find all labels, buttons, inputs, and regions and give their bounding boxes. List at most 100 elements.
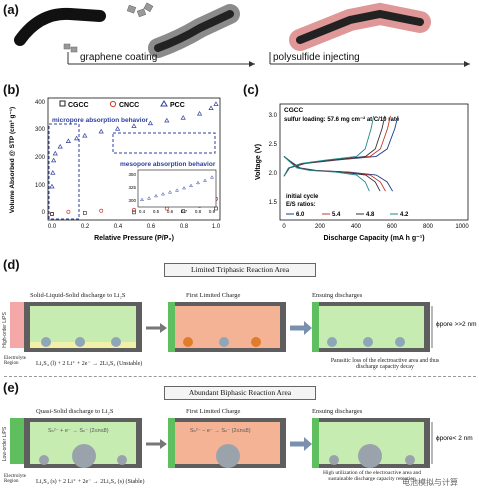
legend-cncc: CNCC: [119, 102, 139, 109]
panel-b-chart: 0 100 200 300 400 0.0 0.2 0.4 0.6 0.8 1.…: [9, 97, 221, 242]
e-side-label: Low-order LiPS: [2, 426, 8, 461]
inset-point: [203, 178, 207, 182]
b-ytick-100: 100: [35, 183, 46, 189]
d-reaction: Li₂S₄ (l) + 2 Li⁺ + 2e⁻ → 2Li₂S₂ (Unstab…: [36, 361, 143, 367]
inset-point: [147, 196, 151, 200]
inset-point: [175, 188, 179, 192]
svg-text:0.5: 0.5: [153, 209, 160, 214]
svg-text:400: 400: [351, 224, 362, 230]
b-xtick-0: 0.0: [48, 224, 57, 230]
d-note: Parasitic loss of the electroactive area…: [330, 358, 440, 370]
svg-text:350: 350: [128, 172, 136, 177]
discharge-curve-6.0: [283, 156, 393, 192]
cncc-point: [132, 207, 136, 212]
b-meso-annotation: mesopore absorption behavior: [120, 161, 216, 168]
svg-text:0.9: 0.9: [209, 209, 216, 214]
c-ytick-3.0: 3.0: [269, 113, 278, 119]
inset-point: [182, 186, 186, 190]
d-pore: ϕpore >>2 nm: [436, 321, 477, 328]
b-ytick-200: 200: [35, 155, 46, 161]
b-xtick-5: 1.0: [212, 224, 221, 230]
legend-pcc: PCC: [170, 102, 185, 109]
inset-point: [196, 180, 200, 185]
pcc-point: [131, 123, 137, 128]
step-polysulfide-injecting: polysulfide injecting: [273, 52, 360, 63]
inset-point: [168, 190, 172, 194]
pcc-point: [82, 132, 88, 138]
b-xlabel: Relative Pressure (P/P₀): [94, 235, 174, 242]
b-ylabel: Volume Absorbed @ STP (cm³ g⁻¹): [9, 107, 16, 213]
d-col2-title: First Limited Charge: [186, 292, 241, 299]
cgcc-point: [83, 211, 87, 215]
pcc-point: [213, 101, 219, 106]
c-ratio-4.8: 4.8: [366, 212, 375, 218]
inset-point: [154, 193, 158, 198]
e-col2-title: First Limited Charge: [186, 408, 241, 415]
e-diagram: Sₙ²⁻ + e⁻ → Sₙ⁻ (2≤n≤8) Low-order LiPS S…: [2, 418, 473, 468]
d-side-label: High-order LiPS: [2, 312, 8, 348]
graphene-flakes: [63, 2, 154, 53]
b-ytick-300: 300: [35, 127, 46, 133]
svg-text:0.6: 0.6: [167, 209, 174, 214]
c-ratio-4.2: 4.2: [400, 212, 409, 218]
d-electrolyte: Electrolyte Region: [4, 356, 26, 366]
e-pore: ϕpore< 2 nm: [436, 435, 473, 442]
b-ytick-0: 0: [42, 210, 46, 216]
charge-curve-6.0: [283, 115, 399, 177]
c-subtitle: sulfur loading: 57.6 mg cm⁻² at C/10 rat…: [284, 116, 400, 123]
inset-point: [189, 183, 193, 187]
c-title: CGCC: [284, 107, 303, 114]
svg-text:800: 800: [423, 224, 434, 230]
e-reaction: Li₂S₄ (s) + 2 Li⁺ + 2e⁻ → 2Li₂S₂ (s) (St…: [36, 479, 145, 485]
c-ratio-5.4: 5.4: [332, 212, 341, 218]
e-eq1: Sₙ²⁻ + e⁻ → Sₙ⁻ (2≤n≤8): [48, 428, 109, 434]
discharge-curve-5.4: [283, 156, 386, 192]
inset-point: [161, 192, 165, 196]
b-xtick-4: 0.8: [180, 224, 189, 230]
svg-text:200: 200: [315, 224, 326, 230]
charge-curve-4.2: [283, 115, 375, 177]
pcc-point: [180, 115, 186, 120]
d-title: Limited Triphasic Reaction Area: [164, 263, 316, 277]
pcc-point: [50, 170, 56, 175]
c-ytick-1.5: 1.5: [269, 200, 278, 206]
pcc-point: [98, 128, 104, 134]
charge-curve-5.4: [283, 115, 391, 177]
panel-a-label: (a): [3, 2, 19, 17]
panel-e-label: (e): [3, 380, 19, 395]
panel-a-illustration: [14, 2, 470, 67]
b-ytick-400: 400: [35, 100, 46, 106]
svg-text:0.7: 0.7: [181, 209, 188, 214]
pcc-point: [52, 150, 58, 156]
b-xtick-2: 0.4: [114, 224, 123, 230]
e-col3-title: Ensuing discharges: [312, 408, 363, 415]
svg-text:1000: 1000: [455, 224, 469, 230]
pcc-point: [65, 138, 72, 143]
svg-text:600: 600: [387, 224, 398, 230]
c-ytick-2.5: 2.5: [269, 142, 278, 148]
c-ytick-2.0: 2.0: [269, 171, 278, 177]
pcc-point: [51, 157, 57, 163]
step-graphene-coating: graphene coating: [80, 52, 158, 63]
panel-c-label: (c): [243, 82, 259, 97]
carbon-fiber: [14, 7, 106, 46]
panel-d-label: (d): [3, 257, 20, 272]
c-xlabel: Discharge Capacity (mA h g⁻¹): [323, 235, 424, 242]
svg-text:0: 0: [282, 224, 286, 230]
c-note1: initial cycle: [286, 194, 319, 200]
pcc-point: [73, 135, 80, 141]
b-xtick-3: 0.6: [147, 224, 156, 230]
cgcc-point: [181, 209, 185, 214]
c-ratio-6.0: 6.0: [296, 212, 305, 218]
cncc-point: [66, 209, 71, 214]
svg-text:0.4: 0.4: [139, 209, 146, 214]
d-diagram: High-order LiPS ϕpore >>2 nm: [2, 302, 477, 352]
legend-cgcc: CGCC: [68, 102, 89, 109]
panel-c-chart: CGCC sulfur loading: 57.6 mg cm⁻² at C/1…: [255, 103, 469, 242]
cgcc-point: [50, 212, 54, 216]
panel-b-label: (b): [3, 82, 20, 97]
pcc-point: [114, 126, 121, 131]
e-eq2: Sₙ²⁻ − e⁻ → Sₙ⁻ (2≤n≤8): [190, 428, 251, 434]
inset-point: [210, 175, 214, 179]
discharge-curve-4.2: [283, 156, 370, 192]
